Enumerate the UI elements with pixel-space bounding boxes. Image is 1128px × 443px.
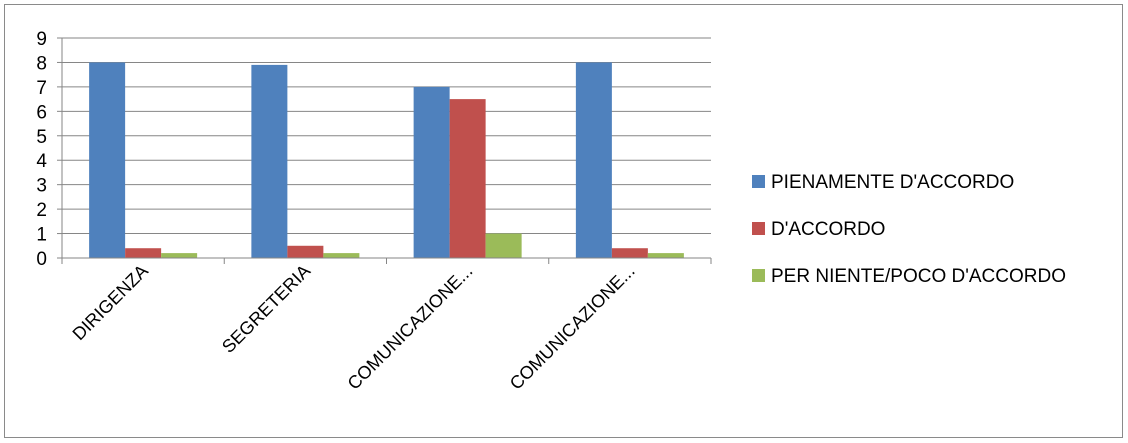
bar-1-4	[575, 62, 612, 258]
legend-swatch	[752, 175, 765, 188]
bar-3-1	[161, 253, 198, 258]
y-axis: 0 1 2 3 4 5 6 7 8 9	[36, 29, 63, 270]
bar-1-2	[251, 64, 288, 258]
bar-2-4	[611, 248, 648, 258]
legend-swatch	[752, 222, 765, 235]
x-tick-label: DIRIGENZA	[69, 261, 152, 344]
x-tick-label: COMUNICAZIONE...	[344, 261, 477, 394]
chart-frame	[4, 4, 1123, 438]
y-tick-label: 5	[36, 127, 47, 148]
legend: PIENAMENTE D'ACCORDO D'ACCORDO PER NIENTE/…	[752, 172, 1066, 287]
legend-label: PIENAMENTE D'ACCORDO	[771, 172, 1014, 193]
legend-label: PER NIENTE/POCO D'ACCORDO	[771, 266, 1066, 287]
x-tick-label: COMUNICAZIONE...	[506, 261, 639, 394]
bar-2-2	[287, 245, 324, 258]
x-axis: DIRIGENZA SEGRETERIA COMUNICAZIONE... COMUN…	[61, 257, 712, 394]
bars	[89, 62, 684, 258]
y-tick-label: 6	[36, 102, 47, 123]
y-tick-label: 8	[36, 53, 47, 74]
y-tick-label: 1	[36, 225, 47, 246]
y-tick-label: 7	[36, 78, 47, 99]
y-tick-label: 4	[36, 151, 47, 172]
x-tick-label: SEGRETERIA	[218, 261, 314, 357]
y-tick-label: 3	[36, 176, 47, 197]
bar-2-3	[449, 99, 486, 258]
gridlines	[62, 37, 711, 235]
y-tick-label: 0	[36, 249, 47, 270]
legend-label: D'ACCORDO	[771, 219, 885, 240]
bar-3-3	[485, 233, 522, 258]
bar-1-1	[89, 62, 126, 258]
bar-3-4	[647, 253, 684, 258]
y-tick-label: 9	[36, 29, 47, 50]
bar-2-1	[125, 248, 162, 258]
y-tick-label: 2	[36, 200, 47, 221]
legend-swatch	[752, 269, 765, 282]
bar-3-2	[323, 253, 360, 258]
bar-1-3	[413, 86, 450, 258]
